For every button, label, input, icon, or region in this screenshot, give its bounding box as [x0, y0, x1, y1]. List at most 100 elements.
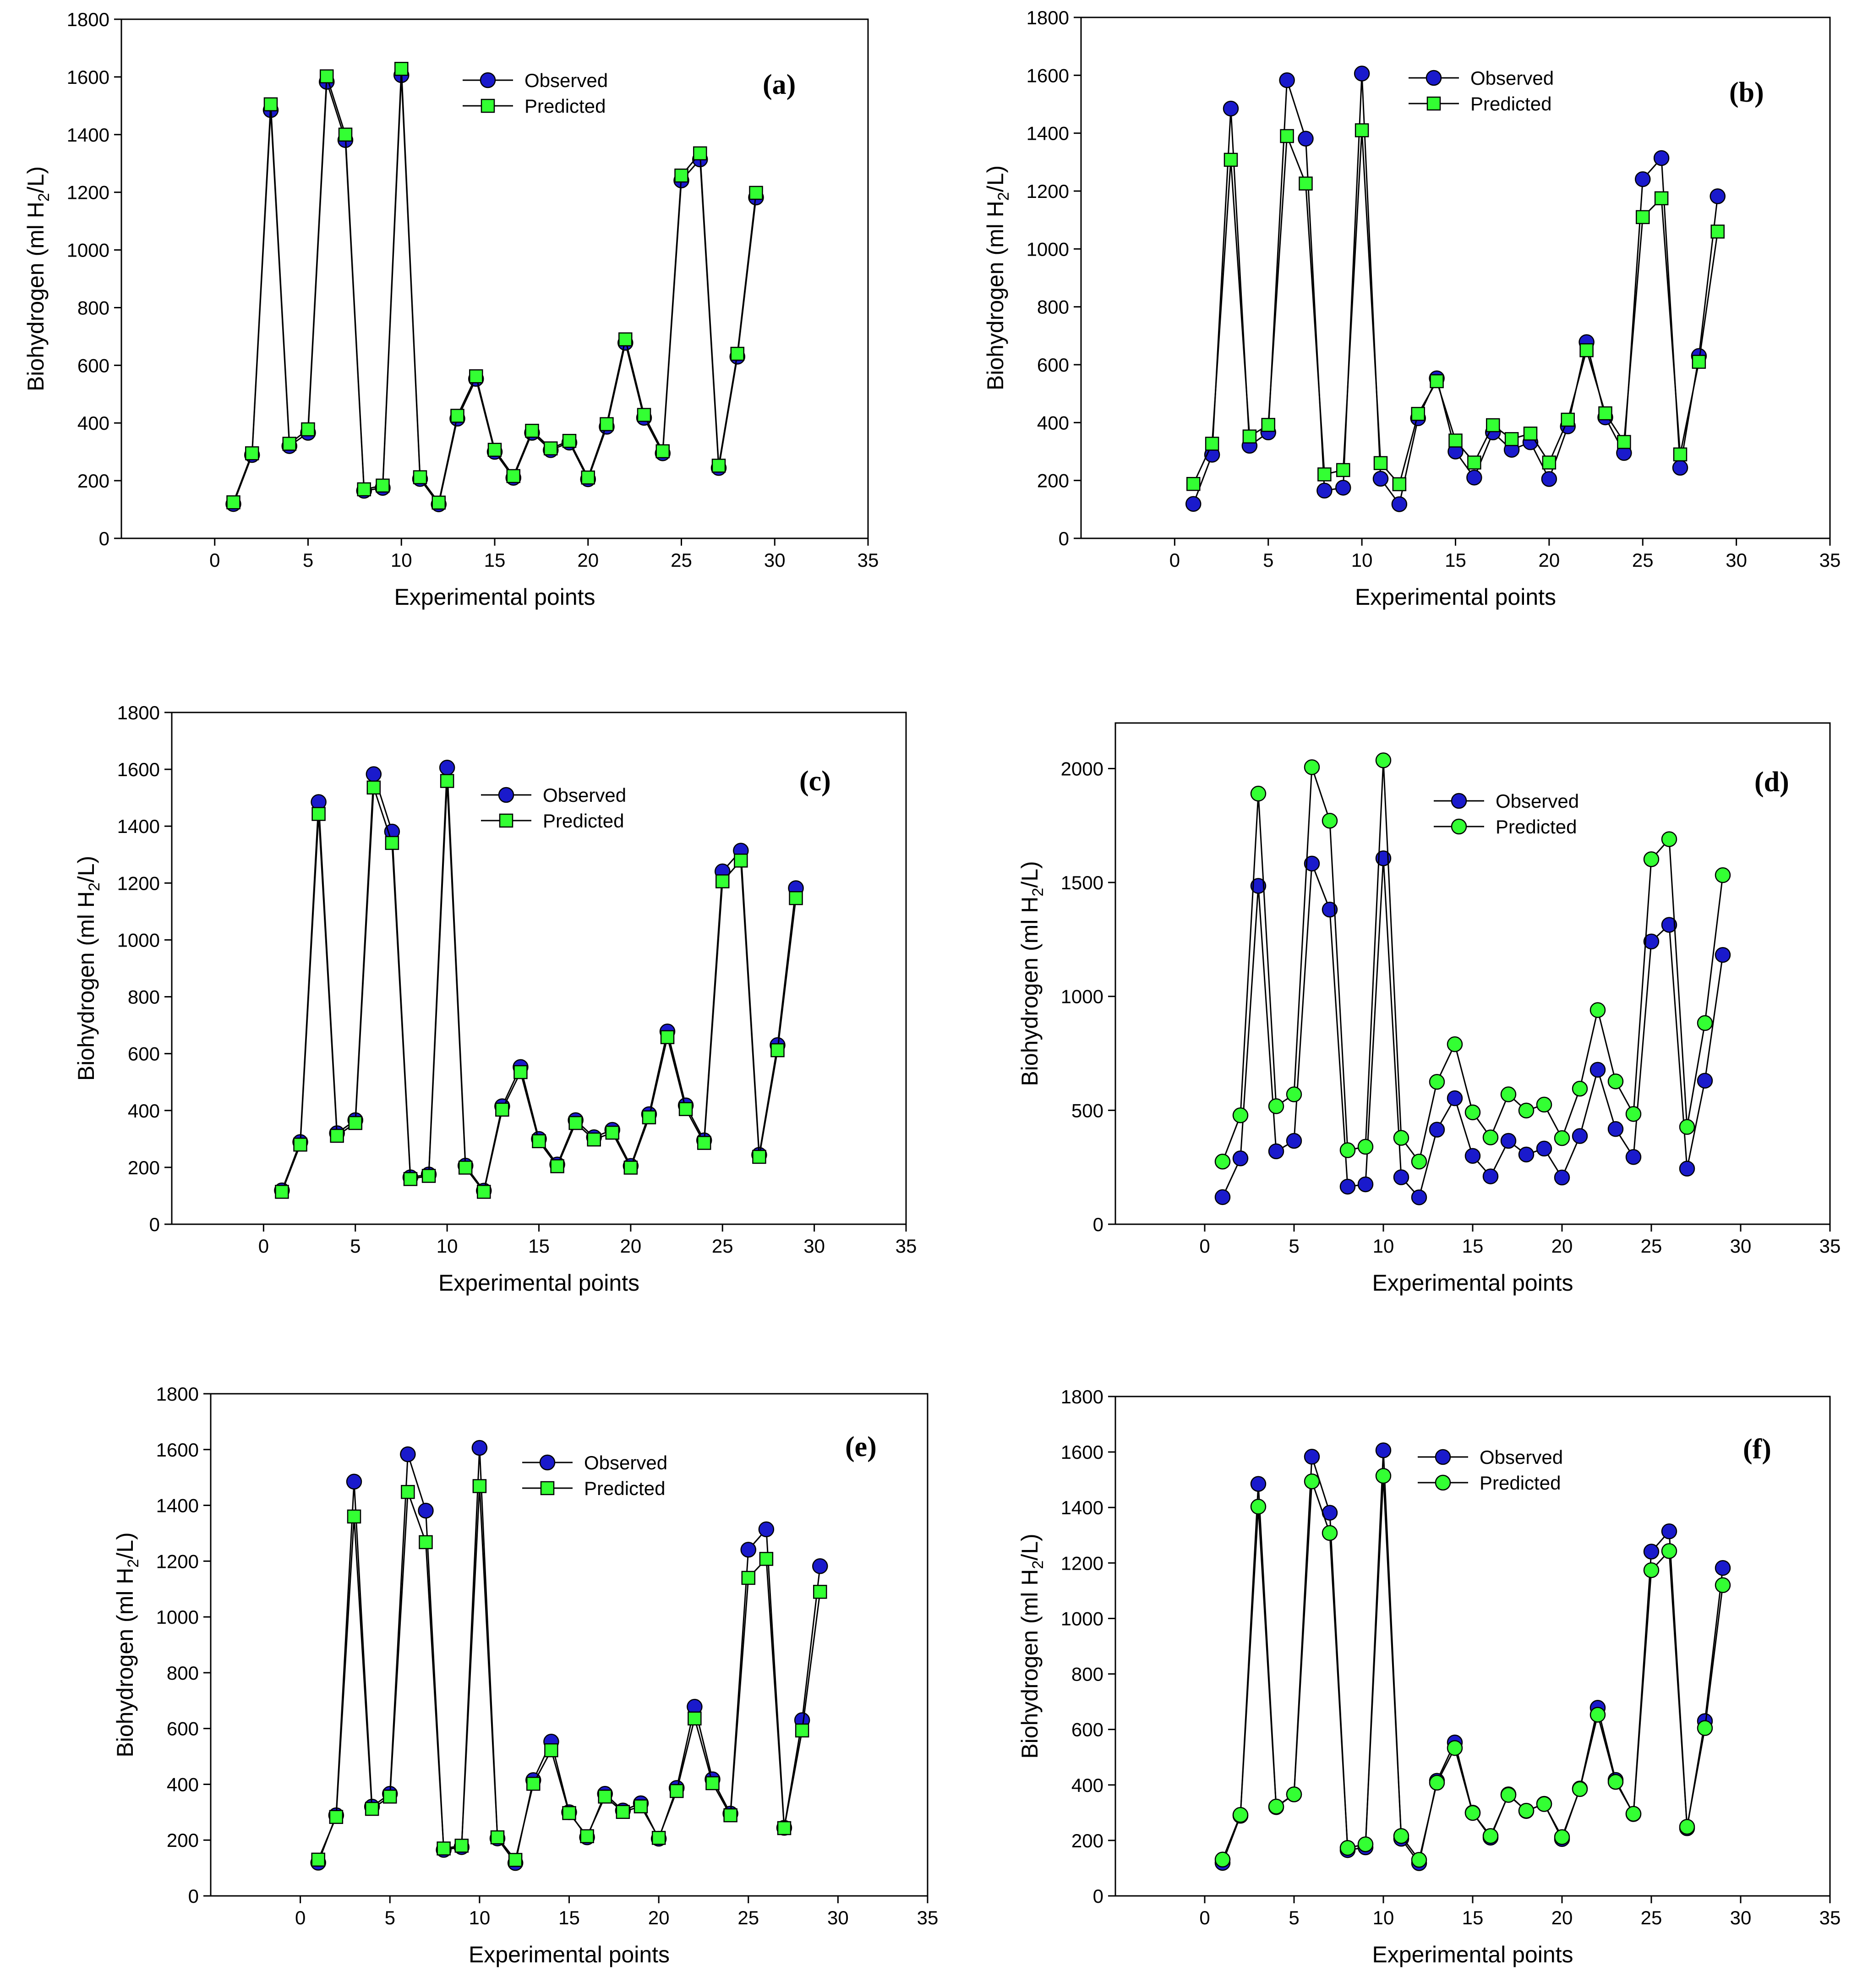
data-point-predicted: [1673, 447, 1688, 462]
y-tick-label: 1800: [1061, 1386, 1103, 1407]
y-tick-label: 1600: [156, 1439, 199, 1461]
data-point-predicted: [1523, 427, 1538, 441]
data-point-predicted: [293, 1137, 307, 1152]
x-tick-label: 5: [1263, 549, 1273, 571]
data-point-predicted: [394, 62, 409, 76]
legend-label: Observed: [1470, 67, 1554, 89]
x-tick-label: 25: [671, 549, 692, 571]
data-point-predicted: [1339, 1142, 1356, 1158]
series-line-predicted: [281, 781, 797, 1194]
data-point-observed: [1643, 1544, 1660, 1560]
data-point-predicted: [1504, 432, 1519, 446]
x-tick-label: 10: [469, 1907, 491, 1928]
data-point-observed: [1500, 1133, 1517, 1149]
y-tick-label: 200: [128, 1157, 160, 1178]
x-tick-label: 5: [350, 1235, 360, 1257]
plot-frame: [1080, 16, 1831, 539]
data-point-predicted: [1482, 1828, 1499, 1844]
data-point-predicted: [678, 1102, 693, 1116]
data-point-predicted: [1464, 1104, 1481, 1121]
legend-marker: [480, 72, 496, 88]
data-point-observed: [1393, 1169, 1409, 1185]
data-point-predicted: [282, 437, 296, 451]
data-point-predicted: [401, 1485, 415, 1499]
legend-label: Observed: [1480, 1446, 1563, 1468]
y-tick-label: 200: [1037, 470, 1069, 492]
x-axis-label: Experimental points: [1372, 1942, 1573, 1967]
plot-frame: [210, 1393, 928, 1897]
data-point-observed: [1185, 496, 1202, 512]
data-point-predicted: [759, 1552, 774, 1566]
data-point-predicted: [1710, 225, 1725, 239]
data-point-predicted: [1561, 412, 1575, 427]
data-point-predicted: [311, 1852, 325, 1867]
legend-label: Predicted: [1470, 93, 1551, 115]
data-point-observed: [1715, 947, 1731, 963]
y-tick-label: 2000: [1061, 758, 1103, 779]
data-point-predicted: [469, 369, 483, 383]
data-point-predicted: [431, 495, 446, 510]
data-point-predicted: [1679, 1119, 1695, 1135]
data-point-observed: [1339, 1178, 1356, 1195]
y-tick-label: 1800: [156, 1383, 199, 1405]
legend-marker: [1435, 1449, 1451, 1465]
data-point-predicted: [1375, 1468, 1392, 1484]
x-tick-label: 25: [712, 1235, 733, 1257]
data-point-predicted: [544, 1743, 558, 1758]
data-point-predicted: [1447, 1036, 1463, 1052]
y-tick-label: 1400: [117, 816, 160, 837]
data-point-predicted: [697, 1136, 711, 1150]
data-point-predicted: [1467, 455, 1481, 470]
data-point-predicted: [1232, 1807, 1249, 1823]
chart-panel-4: 0 500 1000 1500 2000 0 5 10 15 20 25 30 35 Experiment…: [1017, 722, 1841, 1296]
data-point-predicted: [1643, 1562, 1660, 1578]
x-tick-label: 10: [437, 1235, 458, 1257]
data-point-observed: [1268, 1143, 1284, 1160]
data-point-observed: [1354, 66, 1370, 82]
x-tick-label: 10: [391, 549, 412, 571]
data-point-predicted: [320, 69, 334, 83]
data-point-predicted: [1654, 191, 1669, 206]
data-point-predicted: [1214, 1851, 1231, 1868]
data-point-predicted: [376, 478, 390, 493]
x-axis-label: Experimental points: [438, 1270, 639, 1296]
data-point-predicted: [734, 854, 748, 868]
x-tick-label: 15: [1445, 549, 1466, 571]
x-tick-label: 25: [1632, 549, 1654, 571]
y-tick-label: 1400: [156, 1495, 199, 1517]
data-point-observed: [418, 1502, 434, 1519]
data-point-observed: [1482, 1168, 1499, 1184]
data-point-observed: [1279, 72, 1295, 88]
data-point-predicted: [495, 1102, 509, 1117]
data-point-predicted: [338, 127, 353, 142]
data-point-predicted: [1697, 1720, 1713, 1736]
panel-label: (b): [1729, 77, 1764, 108]
legend-marker: [1426, 96, 1441, 111]
y-tick-label: 1200: [117, 872, 160, 894]
legend-marker: [498, 787, 514, 803]
data-point-predicted: [580, 1829, 594, 1843]
x-tick-label: 30: [1730, 1235, 1752, 1257]
x-tick-label: 0: [1199, 1907, 1210, 1928]
data-point-predicted: [1242, 429, 1257, 444]
data-point-predicted: [472, 1479, 487, 1493]
y-tick-label: 1200: [1061, 1552, 1103, 1574]
data-point-predicted: [1411, 1154, 1427, 1170]
legend-label: Predicted: [524, 95, 606, 117]
x-tick-label: 20: [1551, 1235, 1573, 1257]
data-point-observed: [1335, 480, 1351, 496]
y-tick-label: 600: [77, 355, 109, 376]
data-point-observed: [1375, 850, 1392, 866]
x-tick-label: 10: [1373, 1235, 1394, 1257]
y-axis-label: Biohydrogen (ml H2/L): [1017, 1533, 1047, 1758]
legend-label: Predicted: [584, 1478, 665, 1499]
data-point-predicted: [688, 1711, 702, 1725]
chart-panel-2: 0 200 400 600 800 1000 1200 1400 1600 1800 0 5 10 15 2…: [983, 7, 1841, 610]
legend: Observed Predicted: [463, 70, 608, 117]
x-tick-label: 0: [258, 1235, 269, 1257]
data-point-predicted: [544, 441, 558, 455]
data-point-predicted: [1280, 129, 1294, 143]
x-axis-label: Experimental points: [1355, 584, 1556, 610]
legend: Observed Predicted: [1434, 790, 1579, 838]
data-point-predicted: [1322, 1525, 1338, 1541]
